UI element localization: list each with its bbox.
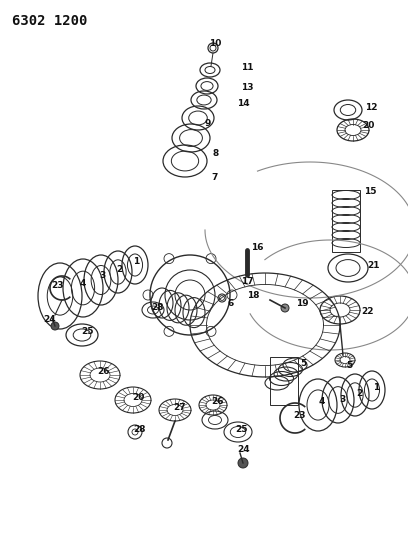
Circle shape: [238, 458, 248, 468]
Text: 6: 6: [228, 300, 234, 309]
Text: 2: 2: [116, 265, 122, 274]
Text: 4: 4: [319, 398, 325, 407]
Bar: [332, 190, 360, 252]
Text: 23: 23: [52, 280, 64, 289]
Text: 22: 22: [362, 308, 374, 317]
Text: 10: 10: [209, 39, 221, 49]
Text: 6302 1200: 6302 1200: [12, 14, 87, 28]
Text: 3: 3: [339, 394, 345, 403]
Text: 25: 25: [236, 424, 248, 433]
Text: 8: 8: [213, 149, 219, 157]
Text: 16: 16: [251, 244, 263, 253]
Text: 26: 26: [211, 397, 223, 406]
Text: 5: 5: [300, 359, 306, 367]
Text: 2: 2: [356, 389, 362, 398]
Text: 1: 1: [373, 383, 379, 392]
Text: 13: 13: [241, 84, 253, 93]
Text: 24: 24: [44, 316, 56, 325]
Circle shape: [51, 322, 59, 330]
Text: 11: 11: [241, 63, 253, 72]
Text: 7: 7: [212, 174, 218, 182]
Text: 27: 27: [174, 402, 186, 411]
Text: 9: 9: [205, 119, 211, 128]
Bar: [270, 357, 298, 405]
Text: 14: 14: [237, 99, 249, 108]
Text: 26: 26: [98, 367, 110, 376]
Text: 24: 24: [238, 446, 251, 455]
Text: 15: 15: [364, 188, 376, 197]
Text: 5: 5: [346, 360, 352, 369]
Circle shape: [281, 304, 289, 312]
Text: 21: 21: [367, 261, 379, 270]
Text: 28: 28: [133, 424, 145, 433]
Text: 19: 19: [296, 298, 308, 308]
Text: 20: 20: [362, 120, 374, 130]
Text: 17: 17: [241, 278, 253, 287]
Text: 23: 23: [294, 411, 306, 421]
Text: 18: 18: [247, 292, 259, 301]
Text: 3: 3: [99, 271, 105, 280]
Text: 20: 20: [132, 392, 144, 401]
Text: 1: 1: [133, 256, 139, 265]
Text: 12: 12: [365, 103, 377, 112]
Text: 28: 28: [152, 303, 164, 311]
Text: 25: 25: [82, 327, 94, 336]
Text: 4: 4: [80, 279, 86, 288]
